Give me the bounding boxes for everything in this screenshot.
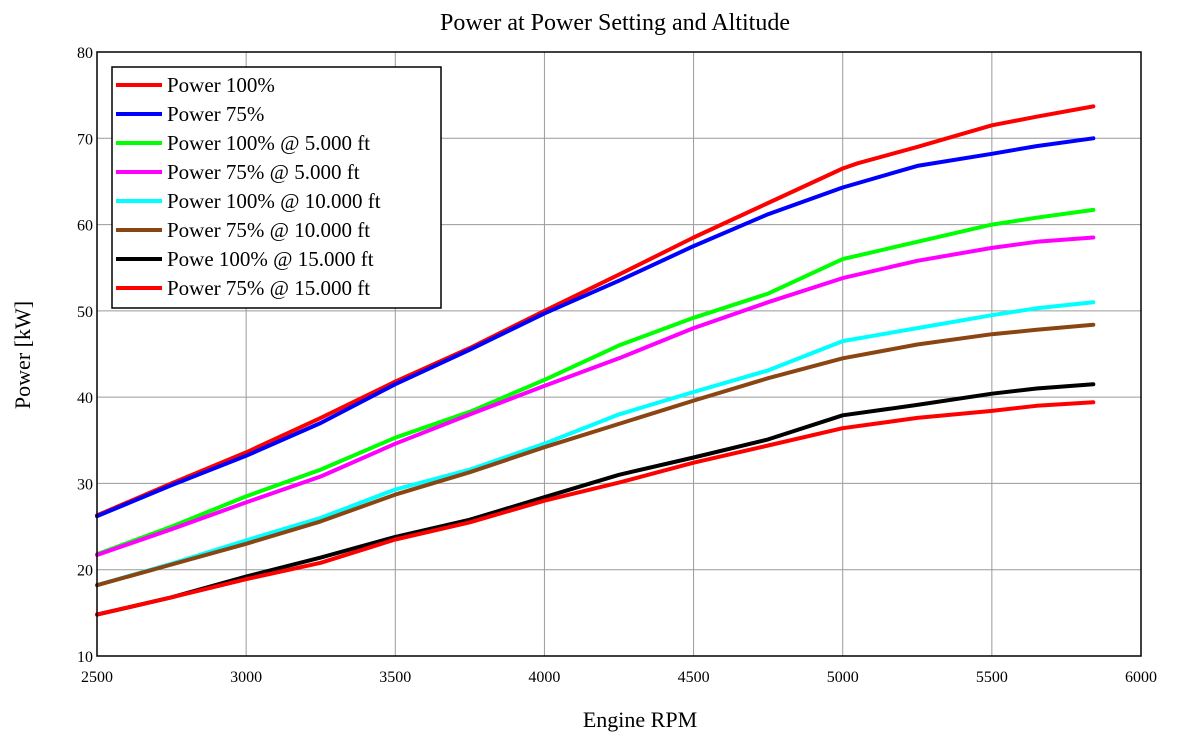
series-line-5 [95,300,1096,588]
series-line-6 [95,322,1096,588]
x-tick-label: 3000 [230,669,262,686]
series-line-2 [95,136,1096,519]
series-line-8 [95,400,1096,617]
x-tick-label: 6000 [1125,669,1157,686]
y-tick-label: 10 [77,649,93,666]
y-tick-label: 60 [77,218,93,235]
x-tick-label: 5500 [976,669,1008,686]
legend-label: Power 75% @ 10.000 ft [167,218,370,242]
legend-label: Power 100% [167,73,275,97]
y-tick-label: 40 [77,390,93,407]
plot-frame [96,51,1142,657]
y-axis-label: Power [kW] [10,301,35,409]
x-tick-label: 4500 [678,669,710,686]
legend-label: Power 100% @ 10.000 ft [167,189,381,213]
series-line-3 [95,207,1096,557]
legend-label: Power 100% @ 5.000 ft [167,131,370,155]
legend: Power 100% Power 75% Power 100% @ 5.000 ft… [111,66,442,309]
legend-label: Power 75% [167,102,264,126]
x-tick-label: 2500 [81,669,113,686]
x-tick-label: 3500 [379,669,411,686]
x-tick-label: 5000 [827,669,859,686]
series-line-7 [95,382,1096,617]
y-tick-label: 20 [77,563,93,580]
y-tick-label: 70 [77,131,93,148]
series-line-4 [95,235,1096,557]
y-tick-label: 80 [77,45,93,62]
y-tick-label: 30 [77,476,93,493]
x-tick-labels: 2500 3000 3500 4000 4500 5000 5500 6000 [81,669,1157,686]
legend-label: Powe 100% @ 15.000 ft [167,247,374,271]
legend-box [111,66,442,309]
y-tick-labels: 10 20 30 40 50 60 70 80 [77,45,93,666]
legend-label: Power 75% @ 15.000 ft [167,276,370,300]
legend-label: Power 75% @ 5.000 ft [167,160,360,184]
chart-title: Power at Power Setting and Altitude [440,10,790,36]
series-line-1 [95,104,1096,518]
x-axis-label: Engine RPM [583,707,697,732]
x-tick-label: 4000 [528,669,560,686]
y-tick-label: 50 [77,304,93,321]
series-lines [95,104,1096,617]
